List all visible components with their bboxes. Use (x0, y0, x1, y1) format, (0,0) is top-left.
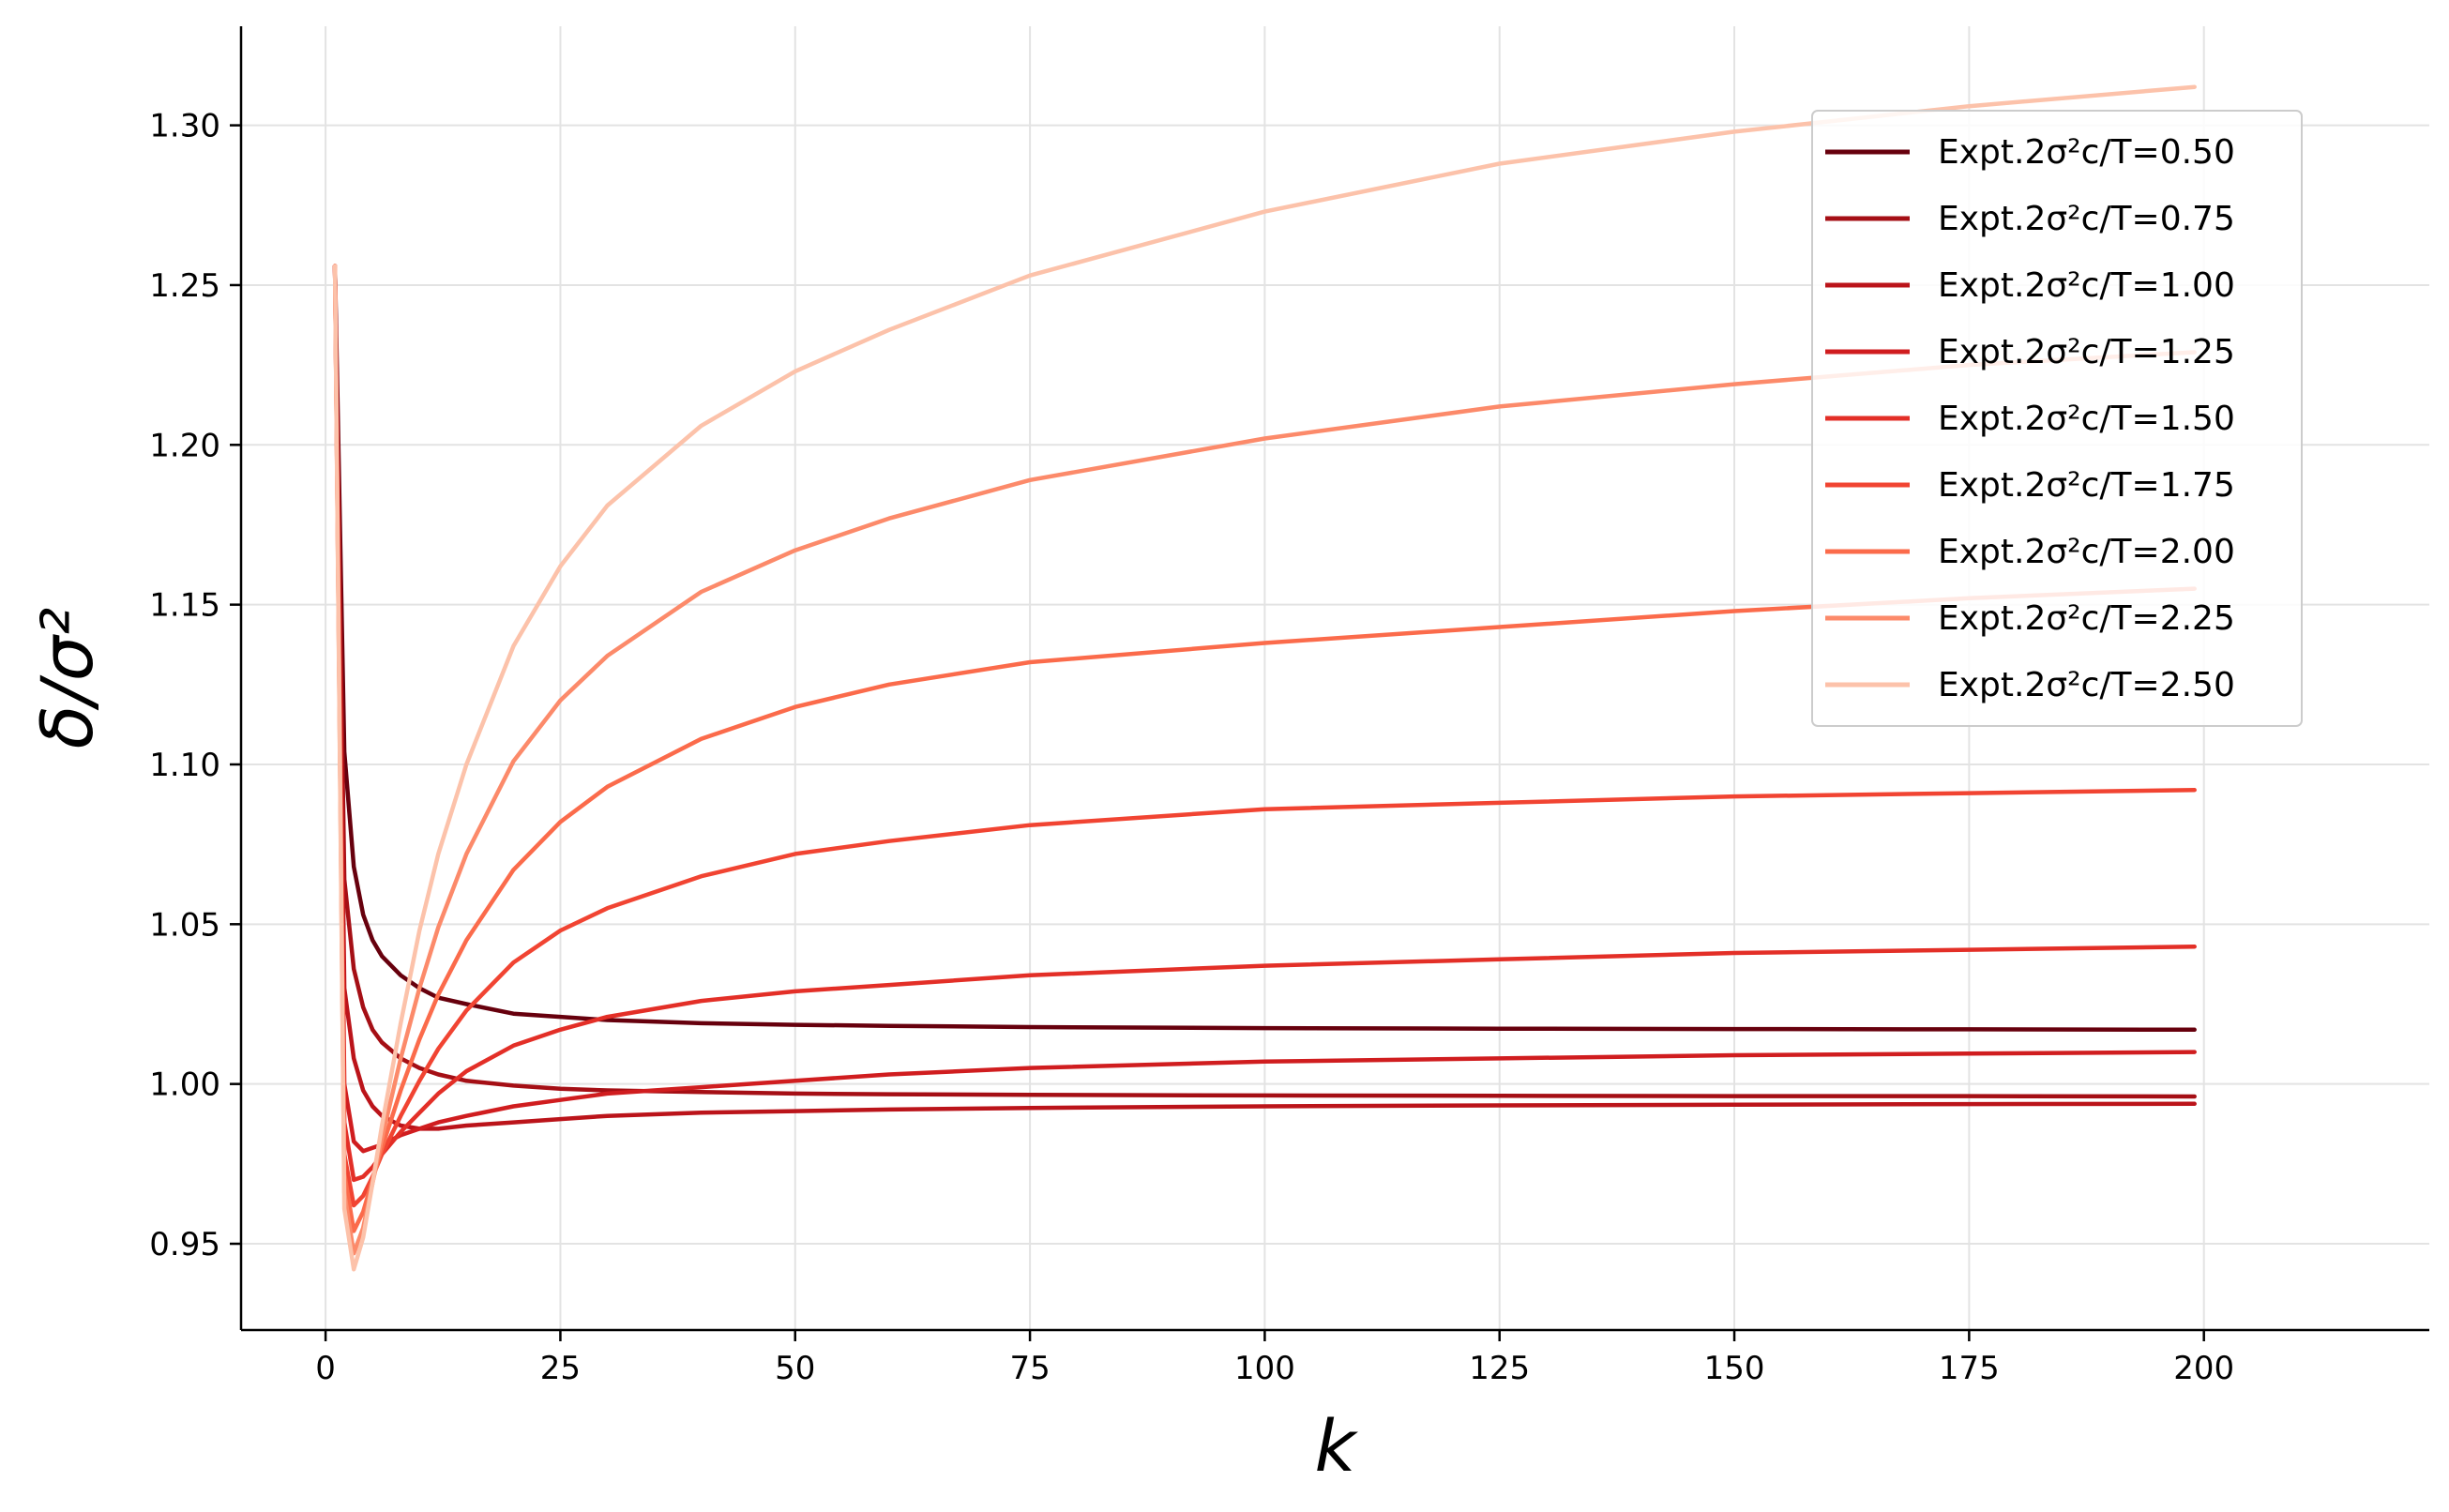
x-tick-label: 200 (2173, 1350, 2234, 1387)
axes (239, 26, 2429, 1332)
x-tick-label: 0 (315, 1350, 336, 1387)
legend-label: Expt.2σ²c/T=1.25 (1938, 333, 2235, 371)
y-tick-label: 1.00 (149, 1066, 220, 1104)
series-line (332, 264, 2197, 1154)
legend-box (1811, 110, 2303, 727)
series-line (332, 264, 2197, 1183)
legend-label: Expt.2σ²c/T=1.75 (1938, 466, 2235, 505)
x-tick-label: 150 (1704, 1350, 1765, 1387)
y-axis-ticks: 0.95 1.00 1.05 1.10 1.15 1.20 1.25 1.30 (149, 108, 241, 1263)
y-tick-label: 1.20 (149, 427, 220, 464)
y-tick-label: 1.30 (149, 108, 220, 145)
x-tick-label: 75 (1009, 1350, 1050, 1387)
series-line (332, 264, 2197, 1033)
x-tick-label: 25 (540, 1350, 581, 1387)
y-tick-label: 1.15 (149, 587, 220, 625)
legend-label: Expt.2σ²c/T=2.50 (1938, 666, 2235, 704)
legend-items: Expt.2σ²c/T=0.50 Expt.2σ²c/T=0.75 Expt.2σ²… (1825, 133, 2235, 704)
legend-label: Expt.2σ²c/T=0.50 (1938, 133, 2235, 172)
x-tick-label: 50 (775, 1350, 815, 1387)
y-tick-label: 0.95 (149, 1226, 220, 1263)
series-line (332, 264, 2197, 1131)
series-line (332, 84, 2197, 1272)
legend-label: Expt.2σ²c/T=2.00 (1938, 533, 2235, 571)
x-tick-label: 100 (1234, 1350, 1295, 1387)
series-line (332, 264, 2197, 1208)
legend-label: Expt.2σ²c/T=1.00 (1938, 266, 2235, 305)
x-axis-title: k (1314, 1404, 1358, 1488)
y-axis-title: δ/σ² (25, 608, 109, 749)
x-tick-label: 125 (1469, 1350, 1530, 1387)
series-lines (332, 84, 2197, 1272)
legend-label: Expt.2σ²c/T=2.25 (1938, 599, 2235, 638)
legend-label: Expt.2σ²c/T=0.75 (1938, 200, 2235, 238)
y-tick-label: 1.05 (149, 906, 220, 944)
y-tick-label: 1.10 (149, 747, 220, 784)
x-axis-ticks: 0 25 50 75 100 125 150 175 200 (315, 1330, 2234, 1387)
x-tick-label: 175 (1939, 1350, 2000, 1387)
legend: Expt.2σ²c/T=0.50 Expt.2σ²c/T=0.75 Expt.2σ²… (1811, 110, 2303, 727)
legend-label: Expt.2σ²c/T=1.50 (1938, 400, 2235, 438)
series-line (332, 264, 2197, 1099)
y-tick-label: 1.25 (149, 267, 220, 305)
